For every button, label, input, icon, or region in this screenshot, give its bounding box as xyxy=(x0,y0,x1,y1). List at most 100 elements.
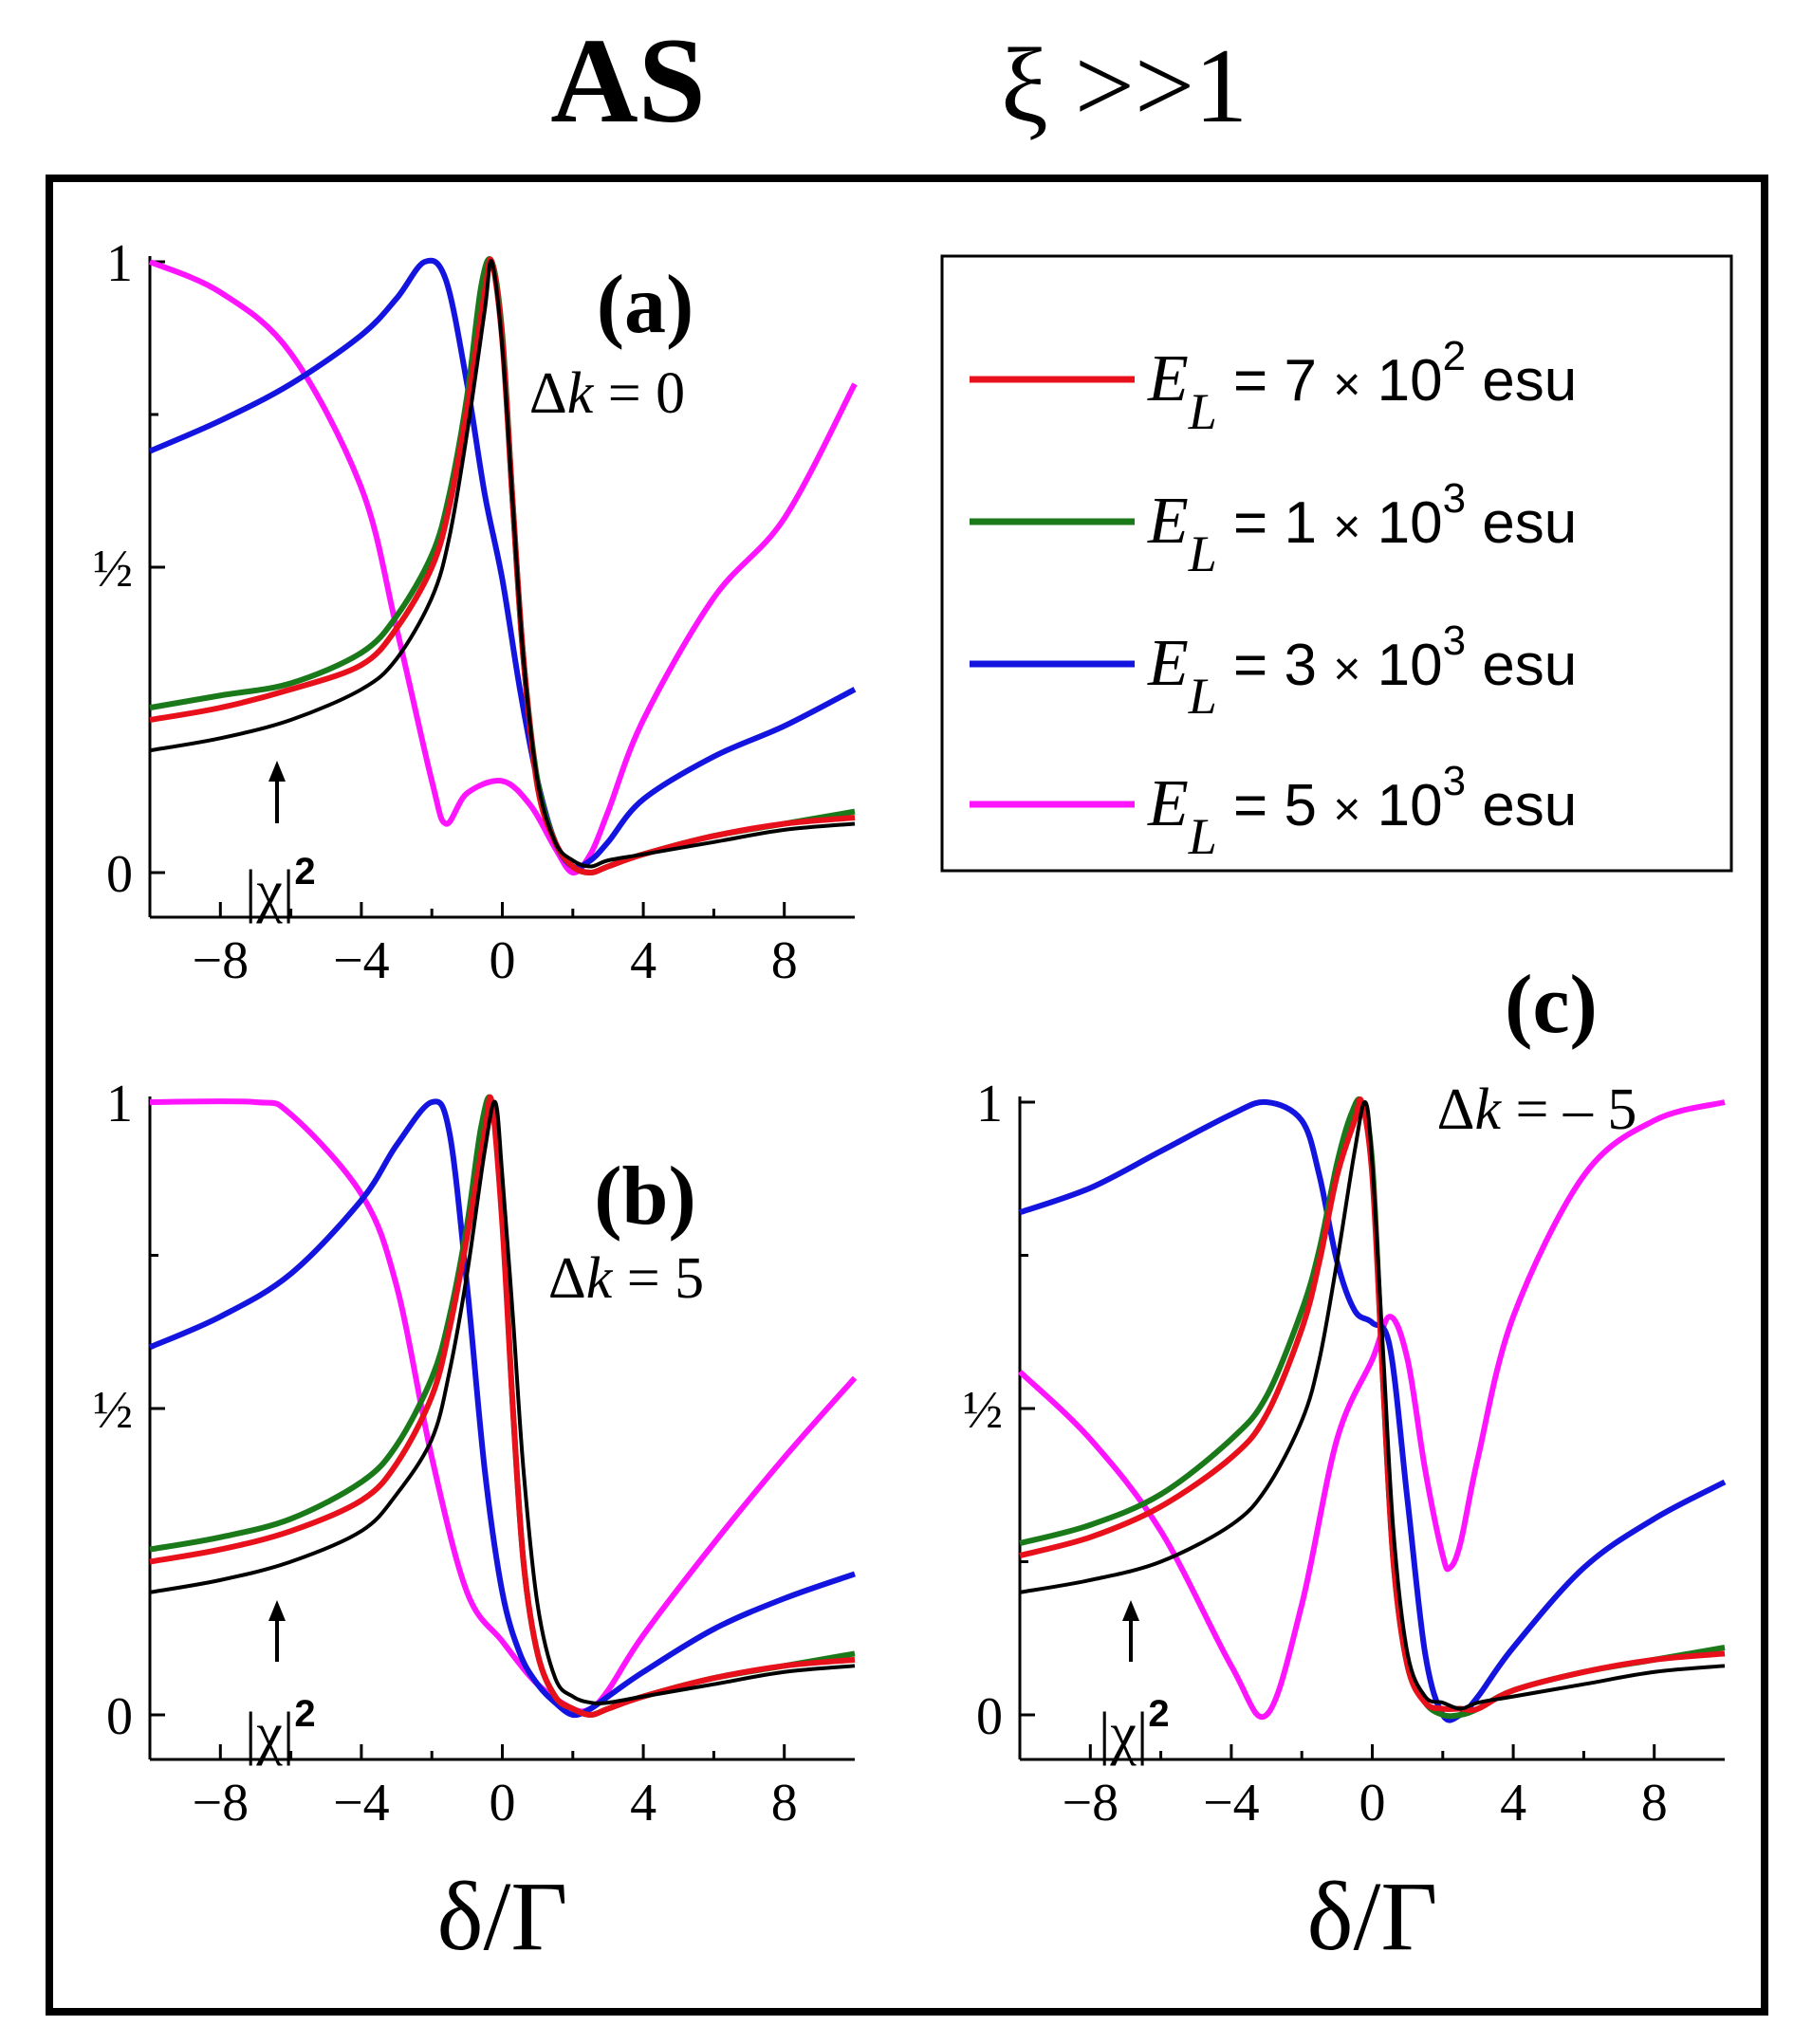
outer-frame xyxy=(46,175,1768,2016)
legend-base: 10 xyxy=(1360,490,1442,556)
annotation-delta: Δ xyxy=(548,1246,586,1311)
series-line-4 xyxy=(1019,1099,1726,1711)
y-tick-label: 0 xyxy=(976,1687,1003,1746)
y-tick-label: ½ xyxy=(963,1381,1003,1440)
series-line-4 xyxy=(149,259,856,869)
legend-symbol: E xyxy=(1147,485,1189,558)
chi-exponent: 2 xyxy=(1148,1693,1169,1735)
legend-symbol: E xyxy=(1147,342,1189,415)
x-tick-label: −8 xyxy=(193,931,250,990)
x-tick-label: −8 xyxy=(193,1774,250,1832)
header-right-label: ξ >>1 xyxy=(1001,28,1248,145)
legend-exponent: 3 xyxy=(1443,617,1466,664)
legend-symbol: E xyxy=(1147,627,1189,700)
annotation-k: k xyxy=(586,1246,614,1311)
x-tick-label: 0 xyxy=(490,1774,516,1832)
x-tick-label: 0 xyxy=(1359,1774,1386,1832)
annotation-value: = – 5 xyxy=(1501,1077,1636,1142)
chi-arrow-head xyxy=(268,761,286,782)
legend-equals: = 7 xyxy=(1217,348,1333,414)
legend-exponent: 3 xyxy=(1443,758,1466,804)
series-line-0 xyxy=(1017,1099,1726,1721)
annotation-k: k xyxy=(1474,1077,1502,1142)
legend-subscript: L xyxy=(1188,808,1217,865)
annotation-k: k xyxy=(567,361,595,426)
x-tick-label: 8 xyxy=(1641,1774,1668,1832)
y-tick-label: 1 xyxy=(106,234,133,293)
legend-times: × xyxy=(1333,642,1360,695)
chi-text: |χ| xyxy=(245,1702,294,1766)
legend-times: × xyxy=(1333,783,1360,836)
chi-squared-label: |χ|2 xyxy=(1099,1693,1170,1766)
chi-exponent: 2 xyxy=(294,851,315,893)
y-tick-label: 1 xyxy=(976,1075,1003,1133)
chi-text: |χ| xyxy=(1099,1702,1148,1766)
y-tick-label: 0 xyxy=(106,1687,133,1746)
series-line-3 xyxy=(149,1094,856,1718)
x-tick-label: −4 xyxy=(1203,1774,1260,1832)
chi-squared-label: |χ|2 xyxy=(245,1693,316,1766)
chi-arrow-head xyxy=(268,1600,286,1621)
annotation-value: = 0 xyxy=(593,361,685,426)
panel-label: (b) xyxy=(594,1151,696,1243)
legend-unit: esu xyxy=(1466,348,1577,414)
panel-label: (a) xyxy=(597,259,694,351)
legend-symbol: E xyxy=(1147,767,1189,840)
series-line-4 xyxy=(149,1099,856,1705)
legend-equals: = 5 xyxy=(1217,773,1333,838)
legend-unit: esu xyxy=(1466,633,1577,698)
y-tick-label: 1 xyxy=(106,1075,133,1133)
legend-base: 10 xyxy=(1360,348,1442,414)
legend-unit: esu xyxy=(1466,490,1577,556)
x-axis-label: δ/Γ xyxy=(1306,1862,1437,1971)
legend-base: 10 xyxy=(1360,633,1442,698)
legend-label: EL = 3 × 103 esu xyxy=(1147,617,1577,725)
series-line-1 xyxy=(148,1098,856,1719)
legend-label: EL = 7 × 102 esu xyxy=(1147,333,1577,440)
chi-exponent: 2 xyxy=(294,1693,315,1735)
delta-k-annotation: Δk = 0 xyxy=(529,361,685,426)
panel-a: −8 −4 0 4 8 0 ½ 1 (a) Δk = 0 |χ|2 xyxy=(93,234,858,990)
x-tick-label: −4 xyxy=(333,1774,390,1832)
legend-exponent: 2 xyxy=(1443,333,1466,379)
x-tick-label: 0 xyxy=(490,931,516,990)
panel-label: (c) xyxy=(1505,959,1598,1051)
panel-b: −8 −4 0 4 8 0 ½ 1 (b)Δk = 5 |χ|2 δ/Γ xyxy=(93,1075,858,1971)
x-tick-label: −4 xyxy=(333,931,390,990)
legend-times: × xyxy=(1333,358,1360,411)
legend-label: EL = 1 × 103 esu xyxy=(1147,475,1577,582)
y-tick-label: ½ xyxy=(93,1381,133,1440)
series-line-0 xyxy=(148,259,858,876)
legend-subscript: L xyxy=(1188,383,1217,440)
y-tick-label: 0 xyxy=(106,845,133,904)
delta-k-annotation: Δk = 5 xyxy=(548,1246,704,1311)
legend-equals: = 3 xyxy=(1217,633,1333,698)
x-tick-label: 4 xyxy=(1500,1774,1526,1832)
x-axis-label: δ/Γ xyxy=(436,1862,567,1971)
legend-label: EL = 5 × 103 esu xyxy=(1147,758,1577,865)
annotation-delta: Δ xyxy=(1437,1077,1475,1142)
legend-equals: = 1 xyxy=(1217,490,1333,556)
y-tick-label: ½ xyxy=(93,540,133,598)
legend-times: × xyxy=(1333,500,1360,553)
legend-unit: esu xyxy=(1466,773,1577,838)
x-tick-label: 8 xyxy=(771,1774,798,1832)
series-line-1 xyxy=(148,257,857,871)
delta-k-annotation: Δk = – 5 xyxy=(1437,1077,1637,1142)
legend-subscript: L xyxy=(1188,668,1217,725)
header-left-label: AS xyxy=(550,13,706,148)
x-tick-label: 4 xyxy=(630,1774,656,1832)
annotation-value: = 5 xyxy=(612,1246,704,1311)
legend-base: 10 xyxy=(1360,773,1442,838)
annotation-delta: Δ xyxy=(529,361,567,426)
legend-subscript: L xyxy=(1188,525,1217,582)
chi-text: |χ| xyxy=(245,859,294,924)
legend-exponent: 3 xyxy=(1443,475,1466,522)
x-tick-label: −8 xyxy=(1063,1774,1119,1832)
chi-squared-label: |χ|2 xyxy=(245,851,316,924)
x-tick-label: 8 xyxy=(771,931,798,990)
series-line-0 xyxy=(149,1098,858,1715)
series-line-1 xyxy=(1019,1098,1727,1723)
